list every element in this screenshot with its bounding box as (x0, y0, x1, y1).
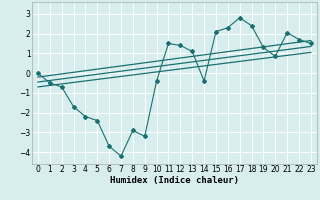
X-axis label: Humidex (Indice chaleur): Humidex (Indice chaleur) (110, 176, 239, 185)
